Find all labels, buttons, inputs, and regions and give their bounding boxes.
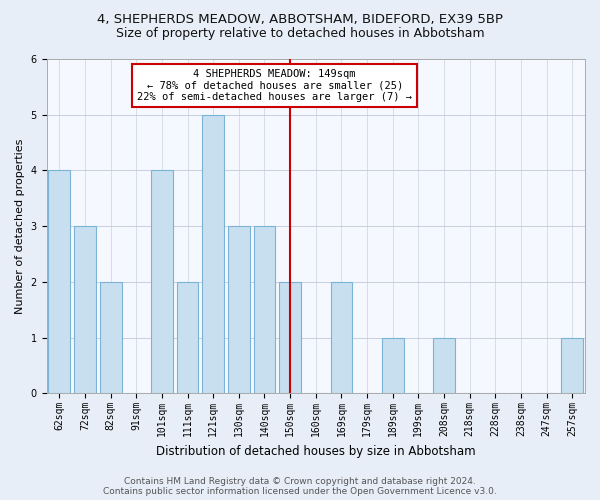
Bar [561, 338, 583, 394]
Bar [100, 282, 122, 394]
Y-axis label: Number of detached properties: Number of detached properties [15, 138, 25, 314]
Bar [74, 226, 96, 394]
Text: 4 SHEPHERDS MEADOW: 149sqm
← 78% of detached houses are smaller (25)
22% of semi: 4 SHEPHERDS MEADOW: 149sqm ← 78% of deta… [137, 69, 412, 102]
Text: Contains HM Land Registry data © Crown copyright and database right 2024.
Contai: Contains HM Land Registry data © Crown c… [103, 476, 497, 496]
Bar [331, 282, 352, 394]
Bar [228, 226, 250, 394]
Text: 4, SHEPHERDS MEADOW, ABBOTSHAM, BIDEFORD, EX39 5BP: 4, SHEPHERDS MEADOW, ABBOTSHAM, BIDEFORD… [97, 12, 503, 26]
Bar [382, 338, 404, 394]
Bar [151, 170, 173, 394]
Bar [202, 114, 224, 394]
Text: Size of property relative to detached houses in Abbotsham: Size of property relative to detached ho… [116, 28, 484, 40]
Bar [49, 170, 70, 394]
Bar [279, 282, 301, 394]
Bar [254, 226, 275, 394]
X-axis label: Distribution of detached houses by size in Abbotsham: Distribution of detached houses by size … [156, 444, 476, 458]
Bar [176, 282, 199, 394]
Bar [433, 338, 455, 394]
